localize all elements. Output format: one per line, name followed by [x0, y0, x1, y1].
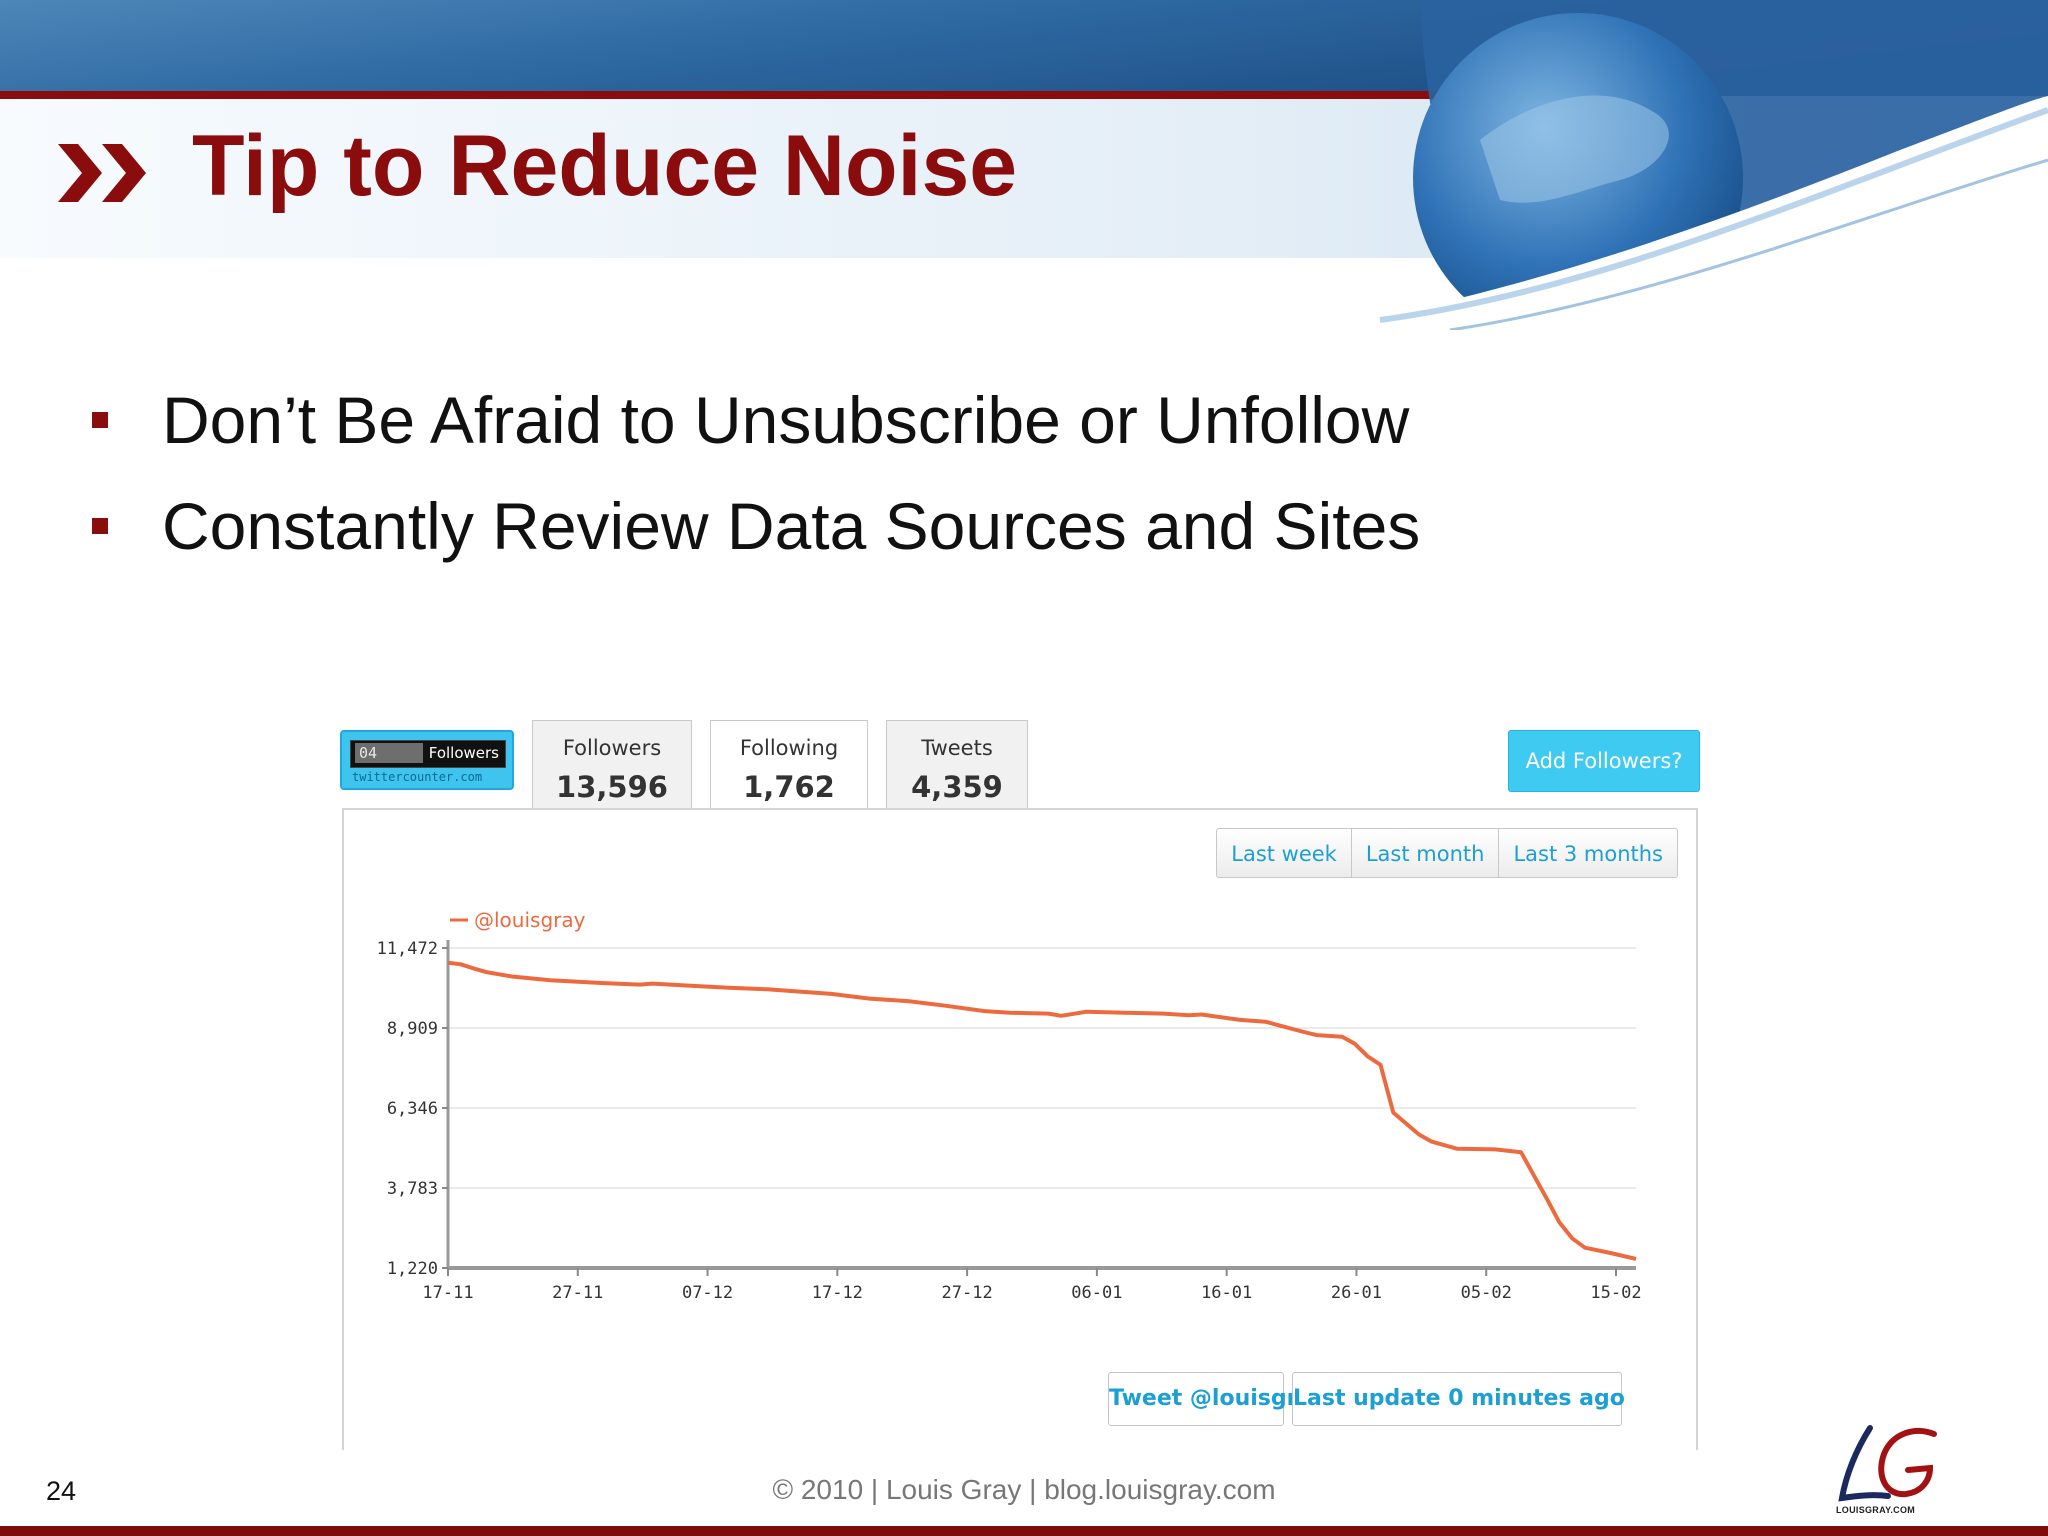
tab-following[interactable]: Following 1,762	[710, 720, 868, 810]
x-tick-label: 27-12	[942, 1283, 993, 1303]
badge-label: Followers	[428, 744, 499, 762]
bullet-text: Don’t Be Afraid to Unsubscribe or Unfoll…	[162, 383, 1410, 457]
tab-value: 1,762	[743, 770, 835, 804]
y-tick-label: 11,472	[377, 939, 438, 959]
louisgray-logo	[1838, 1425, 1937, 1502]
bullet-text: Constantly Review Data Sources and Sites	[162, 489, 1421, 563]
tab-label: Tweets	[921, 736, 993, 760]
twittercounter-badge[interactable]: 04 Followers twittercounter.com	[340, 730, 514, 790]
add-followers-button[interactable]: Add Followers?	[1508, 730, 1700, 792]
square-bullet-icon	[92, 518, 108, 534]
x-tick-label: 16-01	[1201, 1283, 1252, 1303]
x-tick-label: 07-12	[682, 1283, 733, 1303]
range-selector: Last week Last month Last 3 months	[1216, 828, 1678, 878]
last-update-button[interactable]: Last update 0 minutes ago	[1292, 1372, 1625, 1426]
range-last-month-button[interactable]: Last month	[1350, 828, 1500, 878]
y-tick-label: 6,346	[387, 1099, 438, 1119]
y-tick-label: 1,220	[387, 1259, 438, 1279]
double-chevron-icon	[58, 144, 146, 202]
tab-value: 4,359	[911, 770, 1003, 804]
header-banner	[0, 0, 2048, 330]
slide-title: Tip to Reduce Noise	[192, 118, 1018, 214]
x-tick-label: 27-11	[552, 1283, 603, 1303]
tweet-button[interactable]: Tweet @louisgray	[1108, 1372, 1326, 1426]
range-last-3-months-button[interactable]: Last 3 months	[1498, 828, 1678, 878]
chart-panel: Last week Last month Last 3 months 1,220…	[342, 808, 1698, 1450]
bottom-rule	[0, 1526, 2048, 1536]
twitter-counter-widget: 04 Followers twittercounter.com Follower…	[340, 720, 1700, 1450]
following-line-chart: 1,220 3,783 6,346 8,909 11,472 17-11 27-11 07-…	[377, 908, 1642, 1303]
y-tick-label: 8,909	[387, 1019, 438, 1039]
x-tick-label: 06-01	[1071, 1283, 1122, 1303]
page-number: 24	[46, 1476, 77, 1506]
range-last-week-button[interactable]: Last week	[1216, 828, 1352, 878]
x-tick-label: 26-01	[1331, 1283, 1382, 1303]
header-background	[0, 0, 2048, 330]
tab-label: Followers	[562, 736, 662, 760]
x-tick-label: 17-11	[422, 1283, 473, 1303]
y-tick-label: 3,783	[387, 1179, 438, 1199]
tab-value: 13,596	[556, 770, 668, 804]
x-tick-label: 15-02	[1590, 1283, 1641, 1303]
tab-tweets[interactable]: Tweets 4,359	[886, 720, 1028, 808]
tab-label: Following	[739, 736, 839, 760]
legend-label: @louisgray	[474, 908, 586, 932]
x-tick-label: 17-12	[812, 1283, 863, 1303]
badge-count: 04	[355, 743, 423, 763]
square-bullet-icon	[92, 412, 108, 428]
tab-followers[interactable]: Followers 13,596	[532, 720, 692, 808]
badge-site: twittercounter.com	[352, 770, 483, 784]
logo-caption: LOUISGRAY.COM	[1836, 1505, 1916, 1515]
x-tick-label: 05-02	[1461, 1283, 1512, 1303]
series-line-louisgray	[447, 960, 1637, 1261]
badge-display: 04 Followers	[350, 740, 506, 768]
footer-copyright: © 2010 | Louis Gray | blog.louisgray.com	[772, 1474, 1276, 1505]
